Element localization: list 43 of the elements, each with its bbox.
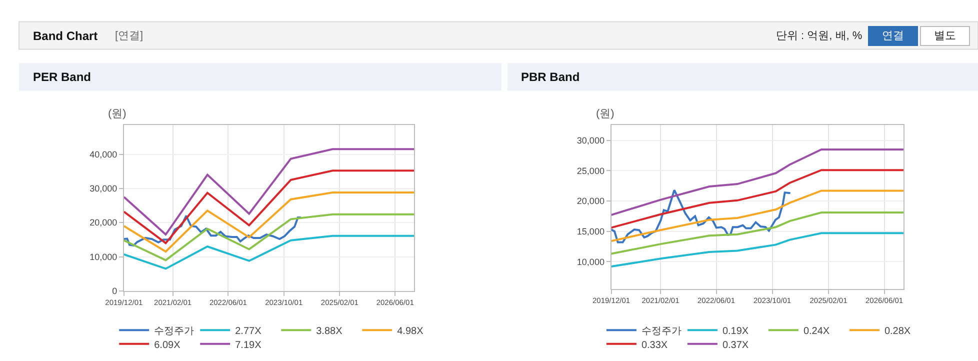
- y-tick-label: 15,000: [576, 226, 604, 236]
- legend-label: 0.33X: [641, 340, 668, 351]
- line-series: [124, 214, 302, 246]
- text: 별도: [934, 30, 956, 42]
- y-tick-label: 10,000: [90, 252, 118, 262]
- y-tick-label: 0: [112, 286, 118, 296]
- line-series: [611, 148, 904, 216]
- line-series: [124, 148, 414, 236]
- legend-label: 수정주가: [641, 326, 682, 337]
- line-series: [124, 213, 414, 262]
- legend-label: 7.19X: [235, 340, 262, 351]
- legend-label: 3.88X: [316, 326, 343, 337]
- line-series: [124, 192, 414, 253]
- line-series: [611, 190, 904, 242]
- line-series: [124, 234, 414, 270]
- line-series: [611, 169, 904, 229]
- y-tick-label: 20,000: [90, 218, 118, 228]
- legend-label: 0.24X: [803, 326, 830, 337]
- legend-label: 0.37X: [722, 340, 749, 351]
- y-tick-label: 20,000: [576, 196, 604, 206]
- y-tick-label: 40,000: [90, 149, 118, 160]
- legend-label: 0.28X: [884, 326, 911, 337]
- text: Band Chart: [33, 29, 98, 43]
- line-series: [611, 189, 792, 244]
- text: 단위 : 억원, 배, %: [776, 30, 862, 42]
- y-tick-label: 25,000: [576, 166, 604, 176]
- y-tick-label: 30,000: [576, 136, 604, 146]
- y-tick-label: 10,000: [576, 256, 604, 267]
- legend-label: 0.19X: [722, 326, 749, 337]
- y-axis-title: (원): [596, 108, 614, 120]
- y-tick-label: 30,000: [90, 184, 118, 194]
- legend-label: 2.77X: [235, 326, 262, 337]
- legend-label: 수정주가: [154, 326, 194, 337]
- line-series: [611, 212, 904, 255]
- legend-label: 4.98X: [397, 326, 424, 337]
- line-series: [611, 232, 904, 268]
- text: [연결]: [115, 30, 144, 42]
- legend-label: 6.09X: [154, 340, 181, 351]
- y-axis-title: (원): [108, 108, 126, 120]
- chart-title: PBR Band: [521, 70, 580, 84]
- chart-title: PER Band: [33, 70, 92, 84]
- line-series: [124, 170, 414, 244]
- text: 연결: [882, 30, 904, 42]
